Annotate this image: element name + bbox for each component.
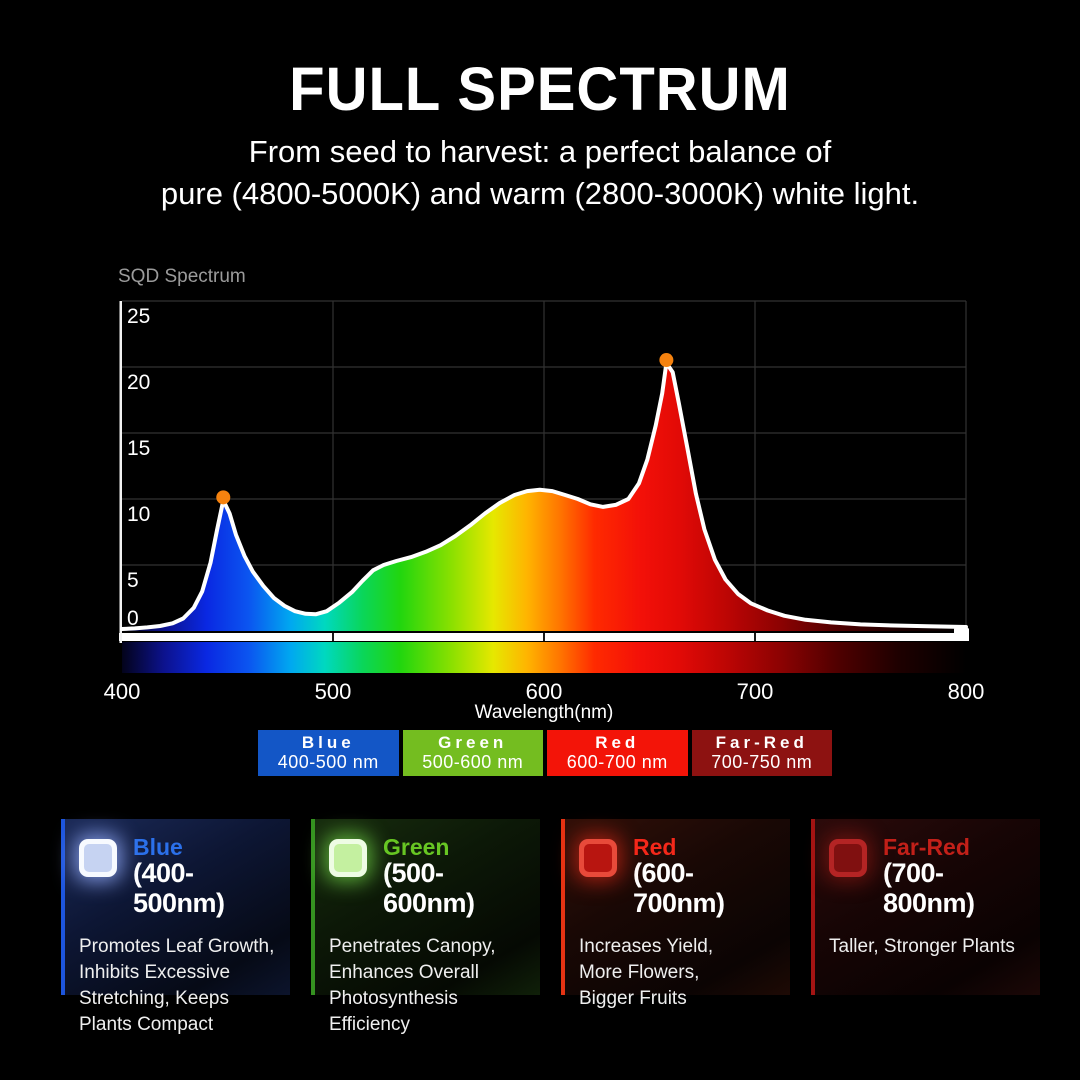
x-tick-label: 700 (737, 679, 774, 704)
peak-marker (659, 353, 674, 368)
spectrum-chart: 0 5 10 15 20 25 400 500 600 700 800 Wavelength(nm) (104, 300, 985, 723)
card-name: Far-Red (883, 834, 970, 860)
wavelength-color-strip (122, 642, 966, 673)
legend-segment-blue: Blue 400-500 nm (258, 730, 399, 776)
card-green: Green (500-600nm) Penetrates Canopy, Enh… (311, 819, 540, 1035)
card-accent-bar (561, 819, 565, 995)
card-description: Increases Yield, More Flowers, Bigger Fr… (579, 935, 714, 1009)
y-tick-label: 25 (127, 305, 150, 328)
axis-tick-mark (332, 633, 334, 641)
spectrum-curve (120, 361, 968, 631)
spectrum-area (122, 363, 966, 631)
legend-name: Far-Red (715, 732, 808, 752)
chart-title: SQD Spectrum (118, 266, 246, 287)
axis-tick-mark (543, 633, 545, 641)
card-far-red: Far-Red (700-800nm) Taller, Stronger Pla… (811, 819, 1040, 995)
card-blue: Blue (400-500nm) Promotes Leaf Growth, I… (61, 819, 290, 1035)
x-tick-label: 400 (104, 679, 141, 704)
blue-led-icon (79, 839, 117, 877)
page-title: FULL SPECTRUM (289, 55, 791, 124)
legend-range: 500-600 nm (422, 752, 524, 773)
legend-name: Green (438, 732, 508, 752)
y-tick-label: 20 (127, 371, 150, 394)
card-header: Green (500-600nm) (329, 835, 532, 919)
card-accent-bar (311, 819, 315, 995)
card-red: Red (600-700nm) Increases Yield, More Fl… (561, 819, 790, 1009)
subtitle-line-1: From seed to harvest: a perfect balance … (248, 134, 832, 169)
x-tick-label: 500 (315, 679, 352, 704)
legend-segment-red: Red 600-700 nm (547, 730, 688, 776)
card-name: Blue (133, 834, 183, 860)
peak-marker (216, 490, 231, 505)
y-tick-label: 5 (127, 569, 139, 592)
y-tick-label: 10 (127, 503, 150, 526)
legend-name: Red (595, 732, 640, 752)
legend-segment-green: Green 500-600 nm (402, 730, 543, 776)
legend-range: 600-700 nm (566, 752, 668, 773)
card-header: Far-Red (700-800nm) (829, 835, 1032, 919)
card-name: Red (633, 834, 677, 860)
legend-range: 700-750 nm (711, 752, 813, 773)
card-range: (700-800nm) (883, 858, 975, 918)
legend-range: 400-500 nm (277, 752, 379, 773)
card-range: (500-600nm) (383, 858, 475, 918)
card-range: (400-500nm) (133, 858, 225, 918)
legend-name: Blue (301, 732, 355, 752)
card-name: Green (383, 834, 450, 860)
y-tick-label: 0 (127, 607, 139, 630)
far-red-led-icon (829, 839, 867, 877)
green-led-icon (329, 839, 367, 877)
card-description: Penetrates Canopy, Enhances Overall Phot… (329, 935, 496, 1036)
wavelength-info-cards: Blue (400-500nm) Promotes Leaf Growth, I… (61, 819, 1040, 1035)
x-tick-label: 800 (948, 679, 985, 704)
card-accent-bar (61, 819, 65, 995)
x-tick-label: 600 (526, 679, 563, 704)
card-accent-bar (811, 819, 815, 995)
red-led-icon (579, 839, 617, 877)
y-tick-label: 15 (127, 437, 150, 460)
card-description: Taller, Stronger Plants (829, 935, 1015, 957)
curve-endcap (954, 628, 969, 637)
card-range: (600-700nm) (633, 858, 725, 918)
card-description: Promotes Leaf Growth, Inhibits Excessive… (79, 935, 275, 1036)
card-header: Blue (400-500nm) (79, 835, 282, 919)
y-axis-line (119, 301, 122, 643)
legend-segment-far-red: Far-Red 700-750 nm (691, 730, 832, 776)
subtitle-line-2: pure (4800-5000K) and warm (2800-3000K) … (160, 176, 920, 211)
wavelength-legend: Blue 400-500 nm Green 500-600 nm Red 600… (258, 730, 832, 776)
x-axis-label: Wavelength(nm) (475, 702, 614, 723)
axis-tick-mark (754, 633, 756, 641)
card-header: Red (600-700nm) (579, 835, 782, 919)
